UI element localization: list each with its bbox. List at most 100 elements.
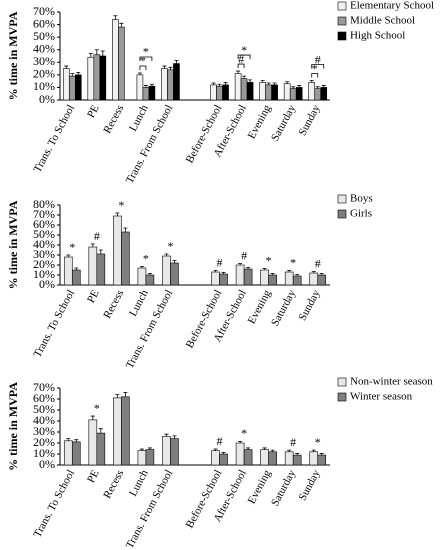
- x-tick-label: Trans. To School: [31, 103, 77, 175]
- x-tick-label: Recess: [101, 468, 126, 501]
- x-tick-label: Lunch: [127, 103, 151, 134]
- y-tick-label: 40%: [33, 413, 55, 427]
- annotation: #: [94, 229, 100, 243]
- x-tick-label: PE: [85, 288, 102, 305]
- annotation: #: [290, 435, 296, 449]
- error-bar: [238, 263, 243, 265]
- significance-bracket: [237, 63, 245, 69]
- legend-label: Elementary School: [350, 0, 434, 12]
- error-bar: [270, 449, 275, 452]
- annotation: #: [241, 248, 247, 262]
- y-tick-label: 10%: [33, 79, 55, 93]
- bar: [71, 441, 81, 466]
- error-bar: [66, 438, 71, 441]
- bar: [121, 396, 130, 466]
- bar: [145, 449, 155, 466]
- bar: [113, 397, 122, 466]
- bar: [283, 83, 291, 101]
- bar: [260, 449, 269, 466]
- legend-label: Boys: [350, 193, 373, 205]
- legend-swatch: [337, 194, 347, 204]
- error-bar: [262, 447, 267, 450]
- error-bar: [272, 82, 277, 85]
- significance-bracket: [237, 54, 251, 60]
- bar: [222, 84, 229, 101]
- bar: [162, 436, 171, 466]
- error-bar: [246, 447, 251, 450]
- error-bar: [315, 86, 320, 89]
- legend-label: Non-winter season: [350, 376, 433, 388]
- error-bar: [123, 392, 128, 397]
- annotation: *: [69, 240, 75, 254]
- legend-label: High School: [350, 30, 405, 42]
- legend-label: Winter season: [350, 391, 413, 403]
- bar: [289, 88, 297, 101]
- bar: [93, 54, 101, 101]
- error-bar: [139, 266, 144, 268]
- bar: [142, 87, 150, 101]
- significance-bracket: [139, 56, 153, 61]
- error-bar: [223, 82, 228, 85]
- error-bar: [149, 83, 154, 87]
- error-bar: [90, 415, 95, 420]
- y-tick-label: 70%: [33, 380, 55, 394]
- annotation: *: [94, 401, 100, 415]
- error-bar: [217, 83, 222, 87]
- error-bar: [64, 65, 69, 69]
- bar: [211, 450, 220, 466]
- error-bar: [291, 86, 296, 89]
- error-bar: [147, 273, 152, 275]
- bar: [211, 271, 220, 286]
- x-tick-label: Trans. To School: [31, 288, 77, 360]
- y-tick-label: 0%: [39, 277, 55, 291]
- bar: [268, 274, 277, 286]
- bar: [271, 84, 278, 101]
- bar: [219, 273, 228, 286]
- y-tick-label: 30%: [33, 247, 55, 261]
- error-bar: [319, 273, 324, 275]
- error-bar: [168, 66, 173, 70]
- bar: [260, 269, 269, 286]
- bar: [136, 74, 144, 101]
- y-tick-label: 40%: [33, 41, 55, 55]
- annotation: *: [140, 54, 146, 68]
- error-bar: [90, 243, 95, 247]
- annotation: #: [217, 255, 223, 269]
- bar: [71, 269, 81, 286]
- bar: [243, 268, 253, 286]
- error-bar: [139, 448, 144, 451]
- significance-bracket: [311, 64, 325, 69]
- bar: [113, 215, 122, 286]
- y-tick-label: 80%: [33, 197, 55, 211]
- bar: [308, 82, 316, 101]
- bar: [68, 75, 76, 101]
- bar: [268, 451, 277, 466]
- x-tick-label: Sunday: [297, 288, 323, 323]
- bar: [246, 82, 254, 101]
- error-bar: [115, 394, 120, 398]
- bar: [112, 19, 119, 101]
- bar: [216, 85, 223, 101]
- significance-bracket: [311, 73, 319, 78]
- error-bar: [172, 260, 177, 263]
- bar: [295, 87, 303, 101]
- error-bar: [295, 274, 300, 276]
- bar: [96, 432, 106, 466]
- y-axis-label: % time in MVPA: [6, 200, 20, 289]
- error-bar: [115, 212, 120, 216]
- bar: [87, 56, 95, 101]
- legend-swatch: [337, 209, 347, 219]
- bar: [292, 275, 302, 286]
- y-tick-label: 50%: [33, 29, 55, 43]
- bar: [317, 454, 327, 466]
- error-bar: [287, 449, 292, 452]
- error-bar: [123, 227, 128, 232]
- error-bar: [295, 453, 300, 456]
- error-bar: [88, 53, 93, 58]
- y-tick-label: 50%: [33, 402, 55, 416]
- error-bar: [172, 435, 177, 439]
- y-tick-label: 0%: [39, 92, 55, 106]
- annotation: *: [143, 45, 149, 59]
- bar: [210, 84, 217, 101]
